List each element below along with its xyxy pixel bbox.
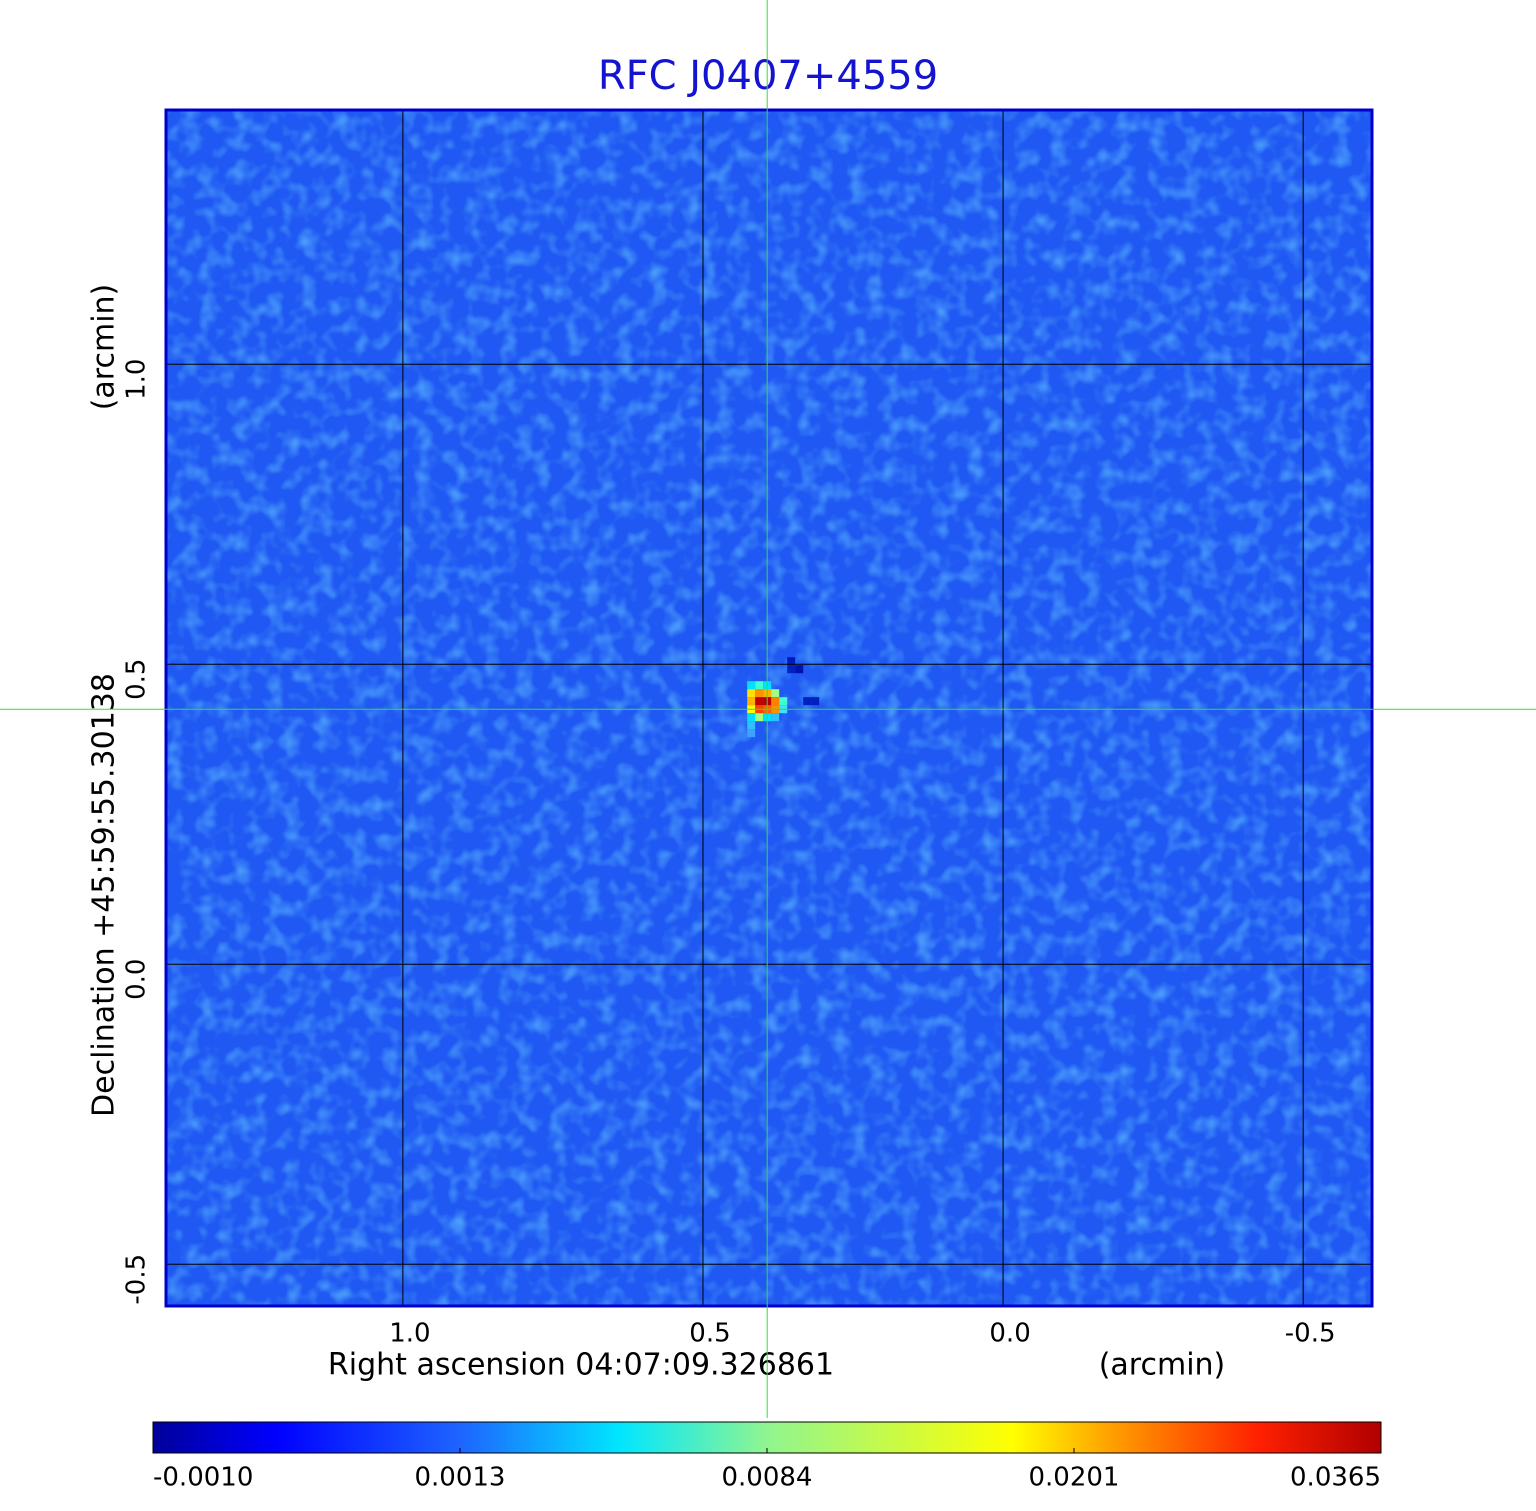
source-pixel [787,657,796,666]
x-tick-label: 1.0 [389,1319,430,1349]
source-pixel [779,697,788,706]
colorbar-tick-label: 0.0013 [415,1463,506,1493]
source-pixel [771,697,780,706]
source-pixel [747,681,756,690]
plot-frame [164,108,1374,1308]
y-tick-label: 0.0 [122,959,152,1000]
image-area [167,111,1371,1305]
source-pixel [787,665,796,674]
source-pixel [755,681,764,690]
source-pixel [747,689,756,698]
source-pixel [803,697,812,706]
x-tick-label: 0.0 [989,1319,1030,1349]
source-pixel [811,697,820,706]
chart-title: RFC J0407+4559 [598,53,938,99]
y-tick-label: -0.5 [122,1254,152,1305]
source-pixel [755,713,764,722]
source-pixel [747,697,756,706]
source-pixel [747,729,756,738]
x-axis-unit: (arcmin) [1099,1348,1226,1383]
y-axis-label: Declination +45:59:55.30138 [87,673,122,1117]
x-axis-label: Right ascension 04:07:09.326861 [328,1348,834,1383]
y-axis-unit: (arcmin) [87,284,122,411]
source-pixel [755,689,764,698]
source-pixel [771,689,780,698]
x-tick-label: -0.5 [1285,1319,1336,1349]
source-pixel [755,697,764,706]
colorbar-tick-label: -0.0010 [153,1463,253,1493]
source-pixel [747,721,756,730]
y-tick-label: 0.5 [122,659,152,700]
x-tick-label: 0.5 [689,1319,730,1349]
colorbar-tick-label: 0.0084 [722,1463,813,1493]
y-tick-label: 1.0 [122,359,152,400]
colorbar-tick-label: 0.0201 [1029,1463,1120,1493]
source-pixel [795,665,804,674]
source-pixel [747,713,756,722]
source-pixel [771,713,780,722]
colorbar-tick-label: 0.0365 [1290,1463,1381,1493]
